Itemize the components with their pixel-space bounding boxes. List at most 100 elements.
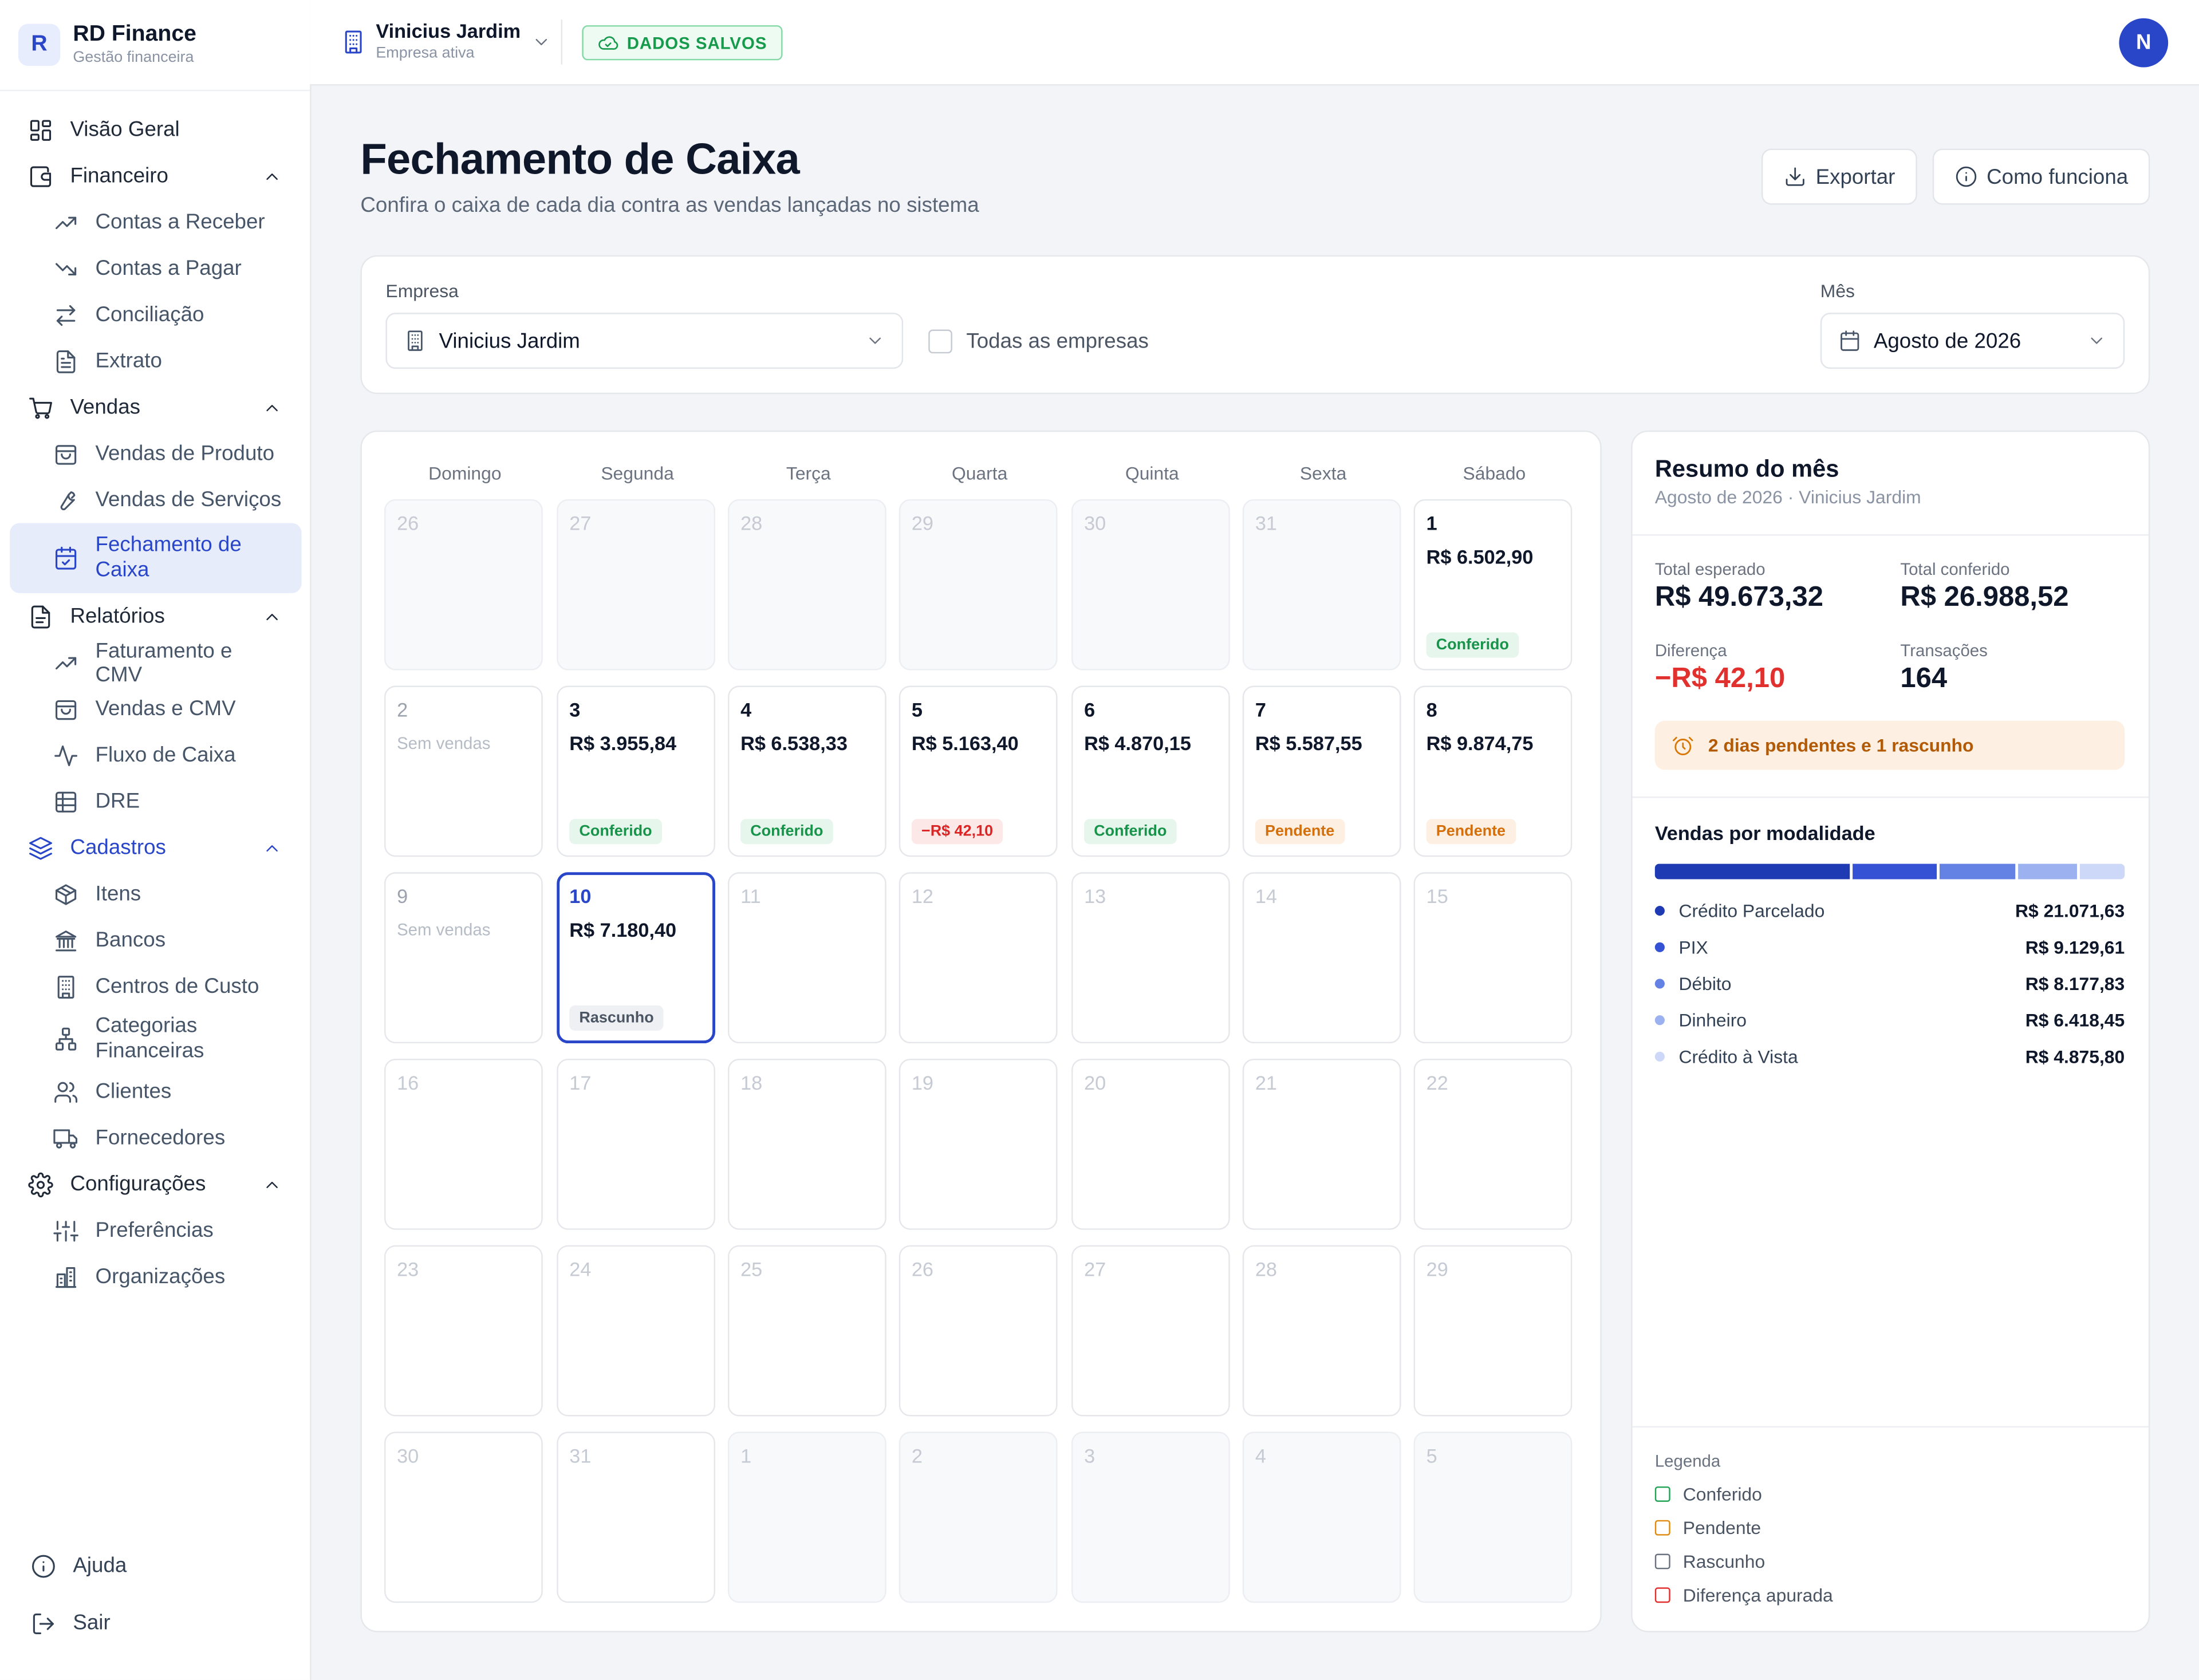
calendar-day[interactable]: 18 [728,1058,886,1230]
day-number: 21 [1255,1071,1278,1094]
chevron-up-icon[interactable] [262,397,282,417]
status-badge: Rascunho [569,1005,664,1031]
weekday-header: Sábado [1463,463,1526,484]
calendar-day[interactable]: 2 Sem vendas [384,685,543,857]
calendar-day[interactable]: 1 R$ 6.502,90 Conferido [1413,499,1573,671]
calendar-day[interactable]: 11 [728,872,886,1044]
sidebar-item-conciliacao[interactable]: Conciliação [0,291,310,338]
sidebar-item-fornecedores[interactable]: Fornecedores [0,1115,310,1161]
sidebar-item-vendas-de-produto[interactable]: Vendas de Produto [0,431,310,477]
day-number: 17 [569,1071,592,1094]
sidebar-item-fluxo-de-caixa[interactable]: Fluxo de Caixa [0,732,310,778]
sidebar-item-organizacoes[interactable]: Organizações [0,1253,310,1300]
day-number: 29 [911,511,934,535]
sidebar-section-cadastros[interactable]: Cadastros [0,825,310,871]
building-icon [404,330,426,352]
download-icon [1783,165,1806,188]
calendar-day[interactable]: 27 [1071,1245,1230,1417]
sidebar-item-ajuda[interactable]: Ajuda [0,1537,309,1594]
checkbox-box[interactable] [928,329,952,354]
sidebar-item-label: Relatórios [70,604,165,629]
calendar-day[interactable]: 19 [898,1058,1058,1230]
company-switcher[interactable]: Vinicius Jardim Empresa ativa [341,19,551,63]
sidebar-item-centros-de-custo[interactable]: Centros de Custo [0,963,310,1009]
day-note: Sem vendas [397,733,491,754]
calendar-day[interactable]: 22 [1413,1058,1573,1230]
transactions-label: Transações [1900,641,1988,661]
calendar-day[interactable]: 9 Sem vendas [384,872,543,1044]
calendar-day[interactable]: 3 R$ 3.955,84 Conferido [557,685,715,857]
modality-bar-segment [2017,863,2077,880]
calendar-day-selected[interactable]: 10 R$ 7.180,40 Rascunho [557,872,715,1044]
sidebar-item-contas-a-pagar[interactable]: Contas a Pagar [0,246,310,292]
calendar-day[interactable]: 7 R$ 5.587,55 Pendente [1242,685,1401,857]
sidebar-item-dre[interactable]: DRE [0,778,310,825]
sidebar-section-vendas[interactable]: Vendas [0,384,310,431]
calendar-day[interactable]: 13 [1071,872,1230,1044]
chevron-up-icon[interactable] [262,1174,282,1194]
sidebar-item-preferencias[interactable]: Preferências [0,1208,310,1254]
calendar-day[interactable]: 5 R$ 5.163,40 −R$ 42,10 [898,685,1058,857]
sidebar-item-label: Fluxo de Caixa [95,743,236,767]
sidebar-item-fechamento-de-caixa[interactable]: Fechamento de Caixa [10,523,302,593]
sidebar-item-categorias-financeiras[interactable]: Categorias Financeiras [0,1009,310,1068]
calendar-day[interactable]: 26 [898,1245,1058,1417]
sidebar-item-contas-a-receber[interactable]: Contas a Receber [0,199,310,246]
sidebar-bottom: Ajuda Sair [0,1537,309,1652]
calendar-day: 1 [728,1431,886,1603]
sidebar-item-vendas-e-cmv[interactable]: Vendas e CMV [0,686,310,732]
day-amount: R$ 5.587,55 [1255,732,1362,755]
alarm-clock-icon [1672,734,1694,756]
sidebar-item-clientes[interactable]: Clientes [0,1068,310,1115]
sidebar-item-vendas-de-servicos[interactable]: Vendas de Serviços [0,477,310,523]
user-avatar[interactable]: N [2119,18,2169,68]
calendar-day[interactable]: 21 [1242,1058,1401,1230]
sidebar-section-financeiro[interactable]: Financeiro [0,153,310,199]
month-select[interactable]: Agosto de 2026 [1820,313,2125,369]
brand[interactable]: R RD Finance Gestão financeira [0,0,310,92]
sidebar-item-itens[interactable]: Itens [0,871,310,917]
wrench-icon [53,487,78,512]
sidebar-item-faturamento-e-cmv[interactable]: Faturamento e CMV [0,639,310,687]
calendar-day[interactable]: 4 R$ 6.538,33 Conferido [728,685,886,857]
company-select[interactable]: Vinicius Jardim [385,313,904,369]
export-button[interactable]: Exportar [1761,148,1917,205]
table-icon [53,789,78,814]
sidebar-item-label: Vendas [70,395,141,420]
day-number: 5 [1426,1444,1437,1467]
calendar-day[interactable]: 20 [1071,1058,1230,1230]
sidebar-item-label: Itens [95,882,141,906]
chevron-up-icon[interactable] [262,838,282,857]
page-subtitle: Confira o caixa de cada dia contra as ve… [360,193,979,218]
sidebar-item-visao-geral[interactable]: Visão Geral [0,107,310,153]
sidebar-item-sair[interactable]: Sair [0,1595,309,1652]
calendar-day[interactable]: 25 [728,1245,886,1417]
sidebar-item-bancos[interactable]: Bancos [0,917,310,964]
calendar-day[interactable]: 28 [1242,1245,1401,1417]
sidebar-section-configuracoes[interactable]: Configurações [0,1161,310,1208]
building-icon [53,974,78,999]
calendar-day[interactable]: 6 R$ 4.870,15 Conferido [1071,685,1230,857]
calendar-day[interactable]: 29 [1413,1245,1573,1417]
calendar-day[interactable]: 23 [384,1245,543,1417]
calendar-day[interactable]: 30 [384,1431,543,1603]
calendar-day[interactable]: 16 [384,1058,543,1230]
day-number: 26 [397,511,419,535]
chevron-up-icon[interactable] [262,166,282,186]
how-it-works-button[interactable]: Como funciona [1932,148,2150,205]
calendar-day[interactable]: 24 [557,1245,715,1417]
all-companies-checkbox[interactable]: Todas as empresas [928,329,1149,354]
calendar-day[interactable]: 17 [557,1058,715,1230]
calendar-day[interactable]: 12 [898,872,1058,1044]
calendar-day: 3 [1071,1431,1230,1603]
calendar-day[interactable]: 15 [1413,872,1573,1044]
status-badge: −R$ 42,10 [911,819,1003,845]
calendar-day[interactable]: 8 R$ 9.874,75 Pendente [1413,685,1573,857]
calendar-check-icon [53,546,78,571]
day-amount: R$ 4.870,15 [1084,732,1191,755]
chevron-up-icon[interactable] [262,606,282,626]
sidebar-section-relatorios[interactable]: Relatórios [0,593,310,640]
calendar-day[interactable]: 31 [557,1431,715,1603]
calendar-day[interactable]: 14 [1242,872,1401,1044]
sidebar-item-extrato[interactable]: Extrato [0,338,310,384]
